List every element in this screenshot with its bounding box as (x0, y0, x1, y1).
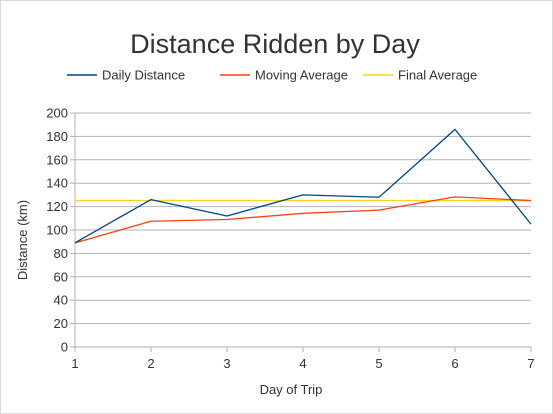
y-tick-label: 80 (54, 246, 68, 261)
axes (70, 112, 532, 352)
x-tick-label: 5 (375, 356, 382, 371)
y-tick-label: 140 (46, 176, 68, 191)
legend-label: Final Average (398, 68, 477, 83)
y-tick-label: 200 (46, 106, 68, 121)
legend-label: Daily Distance (102, 68, 185, 83)
y-tick-label: 120 (46, 199, 68, 214)
series-line-moving-average (74, 196, 532, 244)
x-tick-label: 2 (147, 356, 154, 371)
x-tick-label: 4 (299, 356, 306, 371)
y-axis-label: Distance (km) (15, 200, 30, 280)
y-tick-label: 60 (54, 269, 68, 284)
x-axis-label: Day of Trip (260, 382, 323, 397)
y-tick-label: 100 (46, 223, 68, 238)
legend-label: Moving Average (255, 68, 348, 83)
tick-labels: 0 20 40 60 80 100 120 140 160 180 200 1 2 3 4 5 6 7 (46, 106, 534, 372)
x-tick-label: 1 (71, 356, 78, 371)
series-line-daily-distance (74, 128, 532, 244)
chart-title: Distance Ridden by Day (130, 29, 420, 59)
y-tick-label: 0 (61, 340, 68, 355)
x-tick-label: 7 (527, 356, 534, 371)
y-tick-label: 180 (46, 129, 68, 144)
legend: Daily Distance Moving Average Final Averag… (67, 68, 477, 83)
grid-lines (75, 112, 531, 348)
y-tick-label: 20 (54, 316, 68, 331)
x-tick-label: 3 (223, 356, 230, 371)
series-lines (74, 128, 532, 244)
y-tick-label: 160 (46, 152, 68, 167)
y-tick-label: 40 (54, 293, 68, 308)
x-tick-label: 6 (451, 356, 458, 371)
